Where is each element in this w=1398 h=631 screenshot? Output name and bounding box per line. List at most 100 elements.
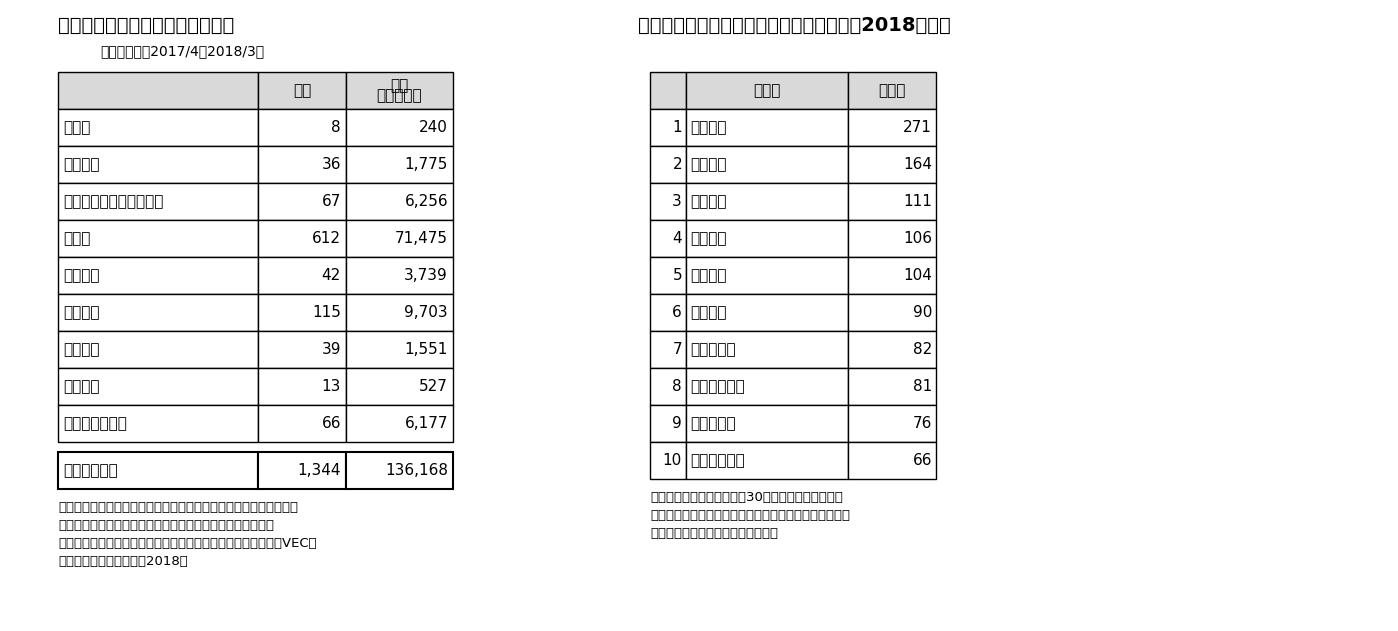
Bar <box>259 146 345 183</box>
Text: 39: 39 <box>322 342 341 357</box>
Text: 3,739: 3,739 <box>404 268 447 283</box>
Text: 8: 8 <box>672 379 682 394</box>
Text: 名古屋大学: 名古屋大学 <box>691 416 735 431</box>
Bar <box>650 368 686 405</box>
Text: 115: 115 <box>312 305 341 320</box>
Bar <box>849 72 937 109</box>
Bar <box>650 72 686 109</box>
Bar <box>345 146 453 183</box>
Bar <box>57 452 259 489</box>
Bar <box>345 257 453 294</box>
Text: 1,344: 1,344 <box>298 463 341 478</box>
Bar <box>57 257 259 294</box>
Text: 件数: 件数 <box>292 83 312 98</box>
Bar <box>686 442 849 479</box>
Text: 4: 4 <box>672 231 682 246</box>
Bar <box>345 405 453 442</box>
Text: 企業数: 企業数 <box>878 83 906 98</box>
Text: 「ベンチャー白書2018」: 「ベンチャー白書2018」 <box>57 555 187 568</box>
Bar <box>650 405 686 442</box>
Bar <box>259 368 345 405</box>
Bar <box>849 183 937 220</box>
Text: 2: 2 <box>672 157 682 172</box>
Text: 82: 82 <box>913 342 932 357</box>
Text: （大学発ベンチャー・研究シーズ実態等調査）」: （大学発ベンチャー・研究シーズ実態等調査）」 <box>650 509 850 522</box>
Text: 金額: 金額 <box>390 78 408 93</box>
Bar <box>259 405 345 442</box>
Bar <box>849 109 937 146</box>
Text: 612: 612 <box>312 231 341 246</box>
Text: 関東地方（東京を除く）: 関東地方（東京を除く） <box>63 194 164 209</box>
Bar <box>259 331 345 368</box>
Text: 42: 42 <box>322 268 341 283</box>
Text: よりニッセイ基礎研究所作成: よりニッセイ基礎研究所作成 <box>650 527 779 540</box>
Bar <box>650 442 686 479</box>
Bar <box>259 294 345 331</box>
Text: 筑波大学: 筑波大学 <box>691 194 727 209</box>
Text: 3: 3 <box>672 194 682 209</box>
Text: 大学名: 大学名 <box>754 83 780 98</box>
Bar <box>259 72 345 109</box>
Bar <box>849 368 937 405</box>
Text: 東京大学: 東京大学 <box>691 120 727 135</box>
Text: 大阪大学: 大阪大学 <box>691 231 727 246</box>
Bar <box>259 257 345 294</box>
Bar <box>849 331 937 368</box>
Text: 東北地方: 東北地方 <box>63 157 99 172</box>
Bar <box>57 220 259 257</box>
Bar <box>686 257 849 294</box>
Bar <box>650 146 686 183</box>
Bar <box>345 452 453 489</box>
Bar <box>345 220 453 257</box>
Bar <box>686 72 849 109</box>
Text: 日本国内合計: 日本国内合計 <box>63 463 117 478</box>
Text: 111: 111 <box>903 194 932 209</box>
Text: 13: 13 <box>322 379 341 394</box>
Text: 76: 76 <box>913 416 932 431</box>
Bar <box>259 183 345 220</box>
Text: 7: 7 <box>672 342 682 357</box>
Bar <box>686 146 849 183</box>
Text: 9,703: 9,703 <box>404 305 447 320</box>
Bar <box>849 146 937 183</box>
Text: 北海道: 北海道 <box>63 120 91 135</box>
Bar <box>849 220 937 257</box>
Bar <box>345 72 453 109</box>
Bar <box>345 368 453 405</box>
Text: 九州・沖縄地方: 九州・沖縄地方 <box>63 416 127 431</box>
Text: 東京都: 東京都 <box>63 231 91 246</box>
Bar <box>259 452 345 489</box>
Text: 81: 81 <box>913 379 932 394</box>
Bar <box>57 405 259 442</box>
Text: 1,551: 1,551 <box>404 342 447 357</box>
Text: （注）アンケート調査において、地域別内訳を回答していないＶＣ: （注）アンケート調査において、地域別内訳を回答していないＶＣ <box>57 501 298 514</box>
Text: （百万円）: （百万円） <box>376 88 422 103</box>
Bar <box>849 442 937 479</box>
Text: 36: 36 <box>322 157 341 172</box>
Bar <box>650 109 686 146</box>
Text: 90: 90 <box>913 305 932 320</box>
Text: 136,168: 136,168 <box>384 463 447 478</box>
Text: 1,775: 1,775 <box>404 157 447 172</box>
Bar <box>57 183 259 220</box>
Bar <box>686 368 849 405</box>
Bar <box>650 257 686 294</box>
Text: 106: 106 <box>903 231 932 246</box>
Text: 104: 104 <box>903 268 932 283</box>
Bar <box>57 72 259 109</box>
Text: 10: 10 <box>663 453 682 468</box>
Text: （図表４）ＶＣの地域別投資実績: （図表４）ＶＣの地域別投資実績 <box>57 16 235 35</box>
Text: ＜対象期間：2017/4～2018/3＞: ＜対象期間：2017/4～2018/3＞ <box>101 44 264 58</box>
Text: 6,256: 6,256 <box>404 194 447 209</box>
Text: 8: 8 <box>331 120 341 135</box>
Bar <box>650 220 686 257</box>
Bar <box>686 331 849 368</box>
Text: 慶應義塾大学: 慶應義塾大学 <box>691 379 745 394</box>
Text: 中部地方: 中部地方 <box>63 268 99 283</box>
Text: 66: 66 <box>913 453 932 468</box>
Bar <box>345 109 453 146</box>
Text: 東京工業大学: 東京工業大学 <box>691 453 745 468</box>
Bar <box>57 331 259 368</box>
Text: 早稲田大学: 早稲田大学 <box>691 342 735 357</box>
Bar <box>686 294 849 331</box>
